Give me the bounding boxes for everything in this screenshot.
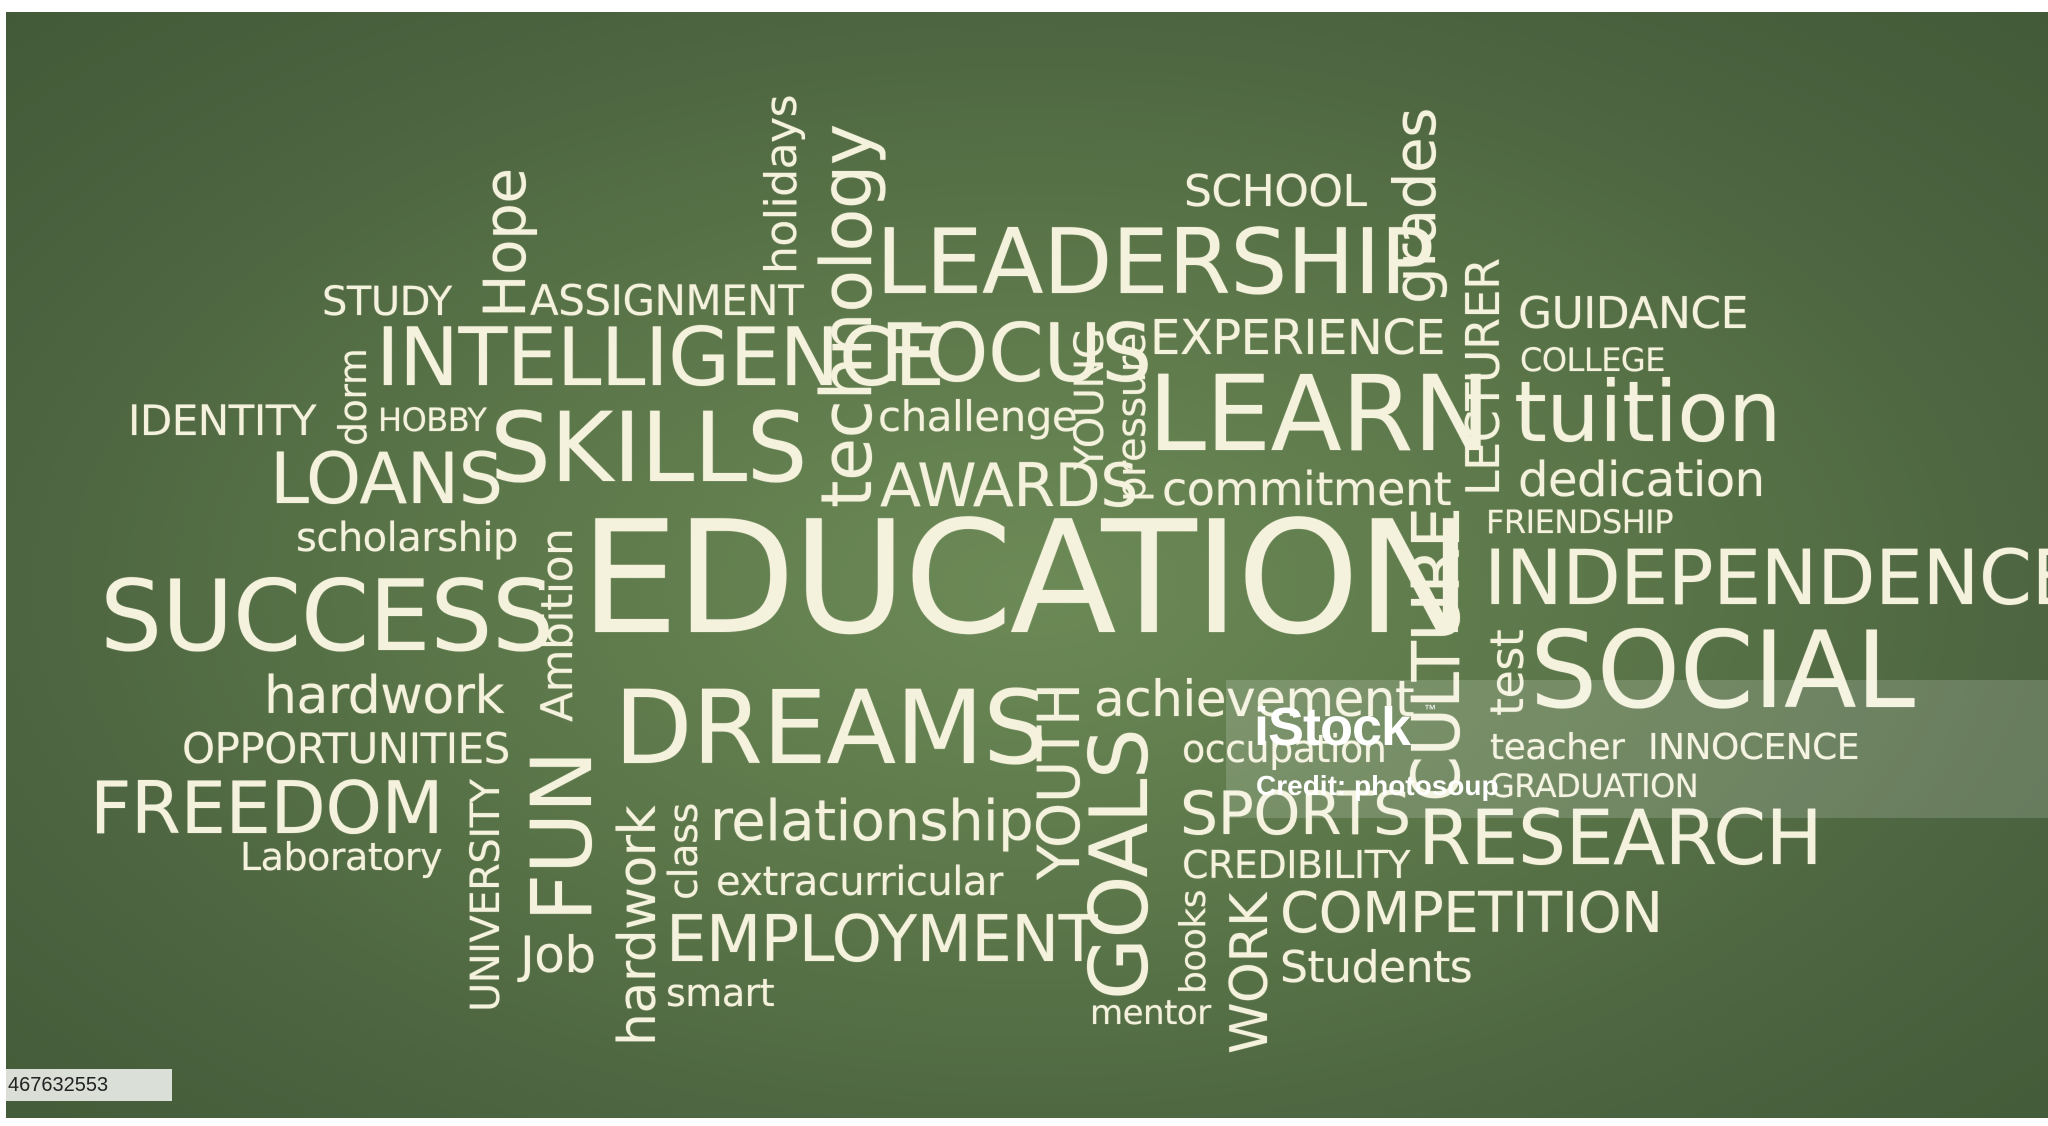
word-achievement: achievement (1094, 670, 1415, 728)
word-credibility: CREDIBILITY (1182, 843, 1411, 887)
word-students: Students (1280, 942, 1473, 993)
word-research: RESEARCH (1418, 793, 1823, 882)
word-skills: SKILLS (490, 392, 808, 504)
word-identity: IDENTITY (128, 396, 317, 445)
word-experience: EXPERIENCE (1150, 310, 1446, 366)
word-sports: SPORTS (1180, 779, 1411, 849)
word-innocence: INNOCENCE (1648, 727, 1860, 768)
word-extracurricular: extracurricular (716, 859, 1003, 905)
word-education: EDUCATION (580, 487, 1473, 669)
word-guidance: GUIDANCE (1518, 288, 1748, 339)
word-class: class (661, 803, 707, 900)
word-hardwork-1: hardwork (264, 666, 505, 726)
word-graduation: GRADUATION (1490, 767, 1699, 805)
word-relationship: relationship (710, 789, 1034, 854)
watermark-band (1226, 680, 2048, 818)
word-focus: FOCUS (880, 307, 1152, 400)
watermark-credit: Credit: photosoup (1256, 770, 1499, 801)
word-books: books (1173, 889, 1214, 994)
chalkboard (6, 12, 2048, 1118)
word-dedication: dedication (1518, 452, 1765, 508)
word-learn: LEARN (1148, 353, 1491, 475)
word-smart: smart (666, 971, 775, 1015)
word-employment: EMPLOYMENT (666, 903, 1098, 977)
word-hope: Hope (471, 168, 539, 318)
word-tuition: tuition (1514, 363, 1781, 461)
watermark-trademark: ™ (1424, 702, 1436, 716)
word-dreams: DREAMS (614, 669, 1048, 788)
word-assignment: ASSIGNMENT (530, 276, 804, 325)
word-occupation: occupation (1182, 727, 1387, 771)
word-awards: AWARDS (880, 451, 1138, 521)
word-mentor: mentor (1090, 993, 1211, 1033)
word-laboratory: Laboratory (240, 835, 443, 879)
word-university: UNIVERSITY (463, 779, 509, 1012)
word-loans: LOANS (270, 438, 503, 520)
word-challenge: challenge (878, 392, 1078, 441)
word-freedom: FREEDOM (90, 766, 444, 850)
word-scholarship: scholarship (296, 515, 518, 561)
word-competition: COMPETITION (1280, 881, 1663, 946)
word-intelligence: INTELLIGENCE (376, 311, 945, 404)
word-friendship: FRIENDSHIP (1486, 503, 1673, 541)
word-grades: grades (1381, 108, 1449, 304)
word-hardwork-2: hardwork (608, 805, 668, 1046)
word-commitment: commitment (1162, 462, 1452, 516)
word-social: SOCIAL (1530, 609, 1915, 732)
word-dorm: dorm (331, 348, 375, 446)
word-fun: FUN (513, 750, 611, 922)
word-independence: INDEPENDENCE (1484, 533, 2048, 622)
word-school: SCHOOL (1184, 166, 1367, 217)
word-leadership: LEADERSHIP (876, 210, 1434, 315)
word-job: Job (520, 926, 596, 984)
image-id-label: 467632553 (0, 1069, 172, 1101)
word-college: COLLEGE (1520, 341, 1665, 379)
word-work: WORK (1220, 893, 1280, 1054)
word-holidays: holidays (756, 94, 807, 274)
word-teacher: teacher (1490, 727, 1625, 768)
word-success: SUCCESS (100, 560, 554, 674)
word-hobby: HOBBY (378, 401, 487, 439)
word-opportunities: OPPORTUNITIES (182, 724, 510, 773)
word-study: STUDY (322, 279, 452, 325)
watermark-logo: iStock (1254, 697, 1411, 757)
